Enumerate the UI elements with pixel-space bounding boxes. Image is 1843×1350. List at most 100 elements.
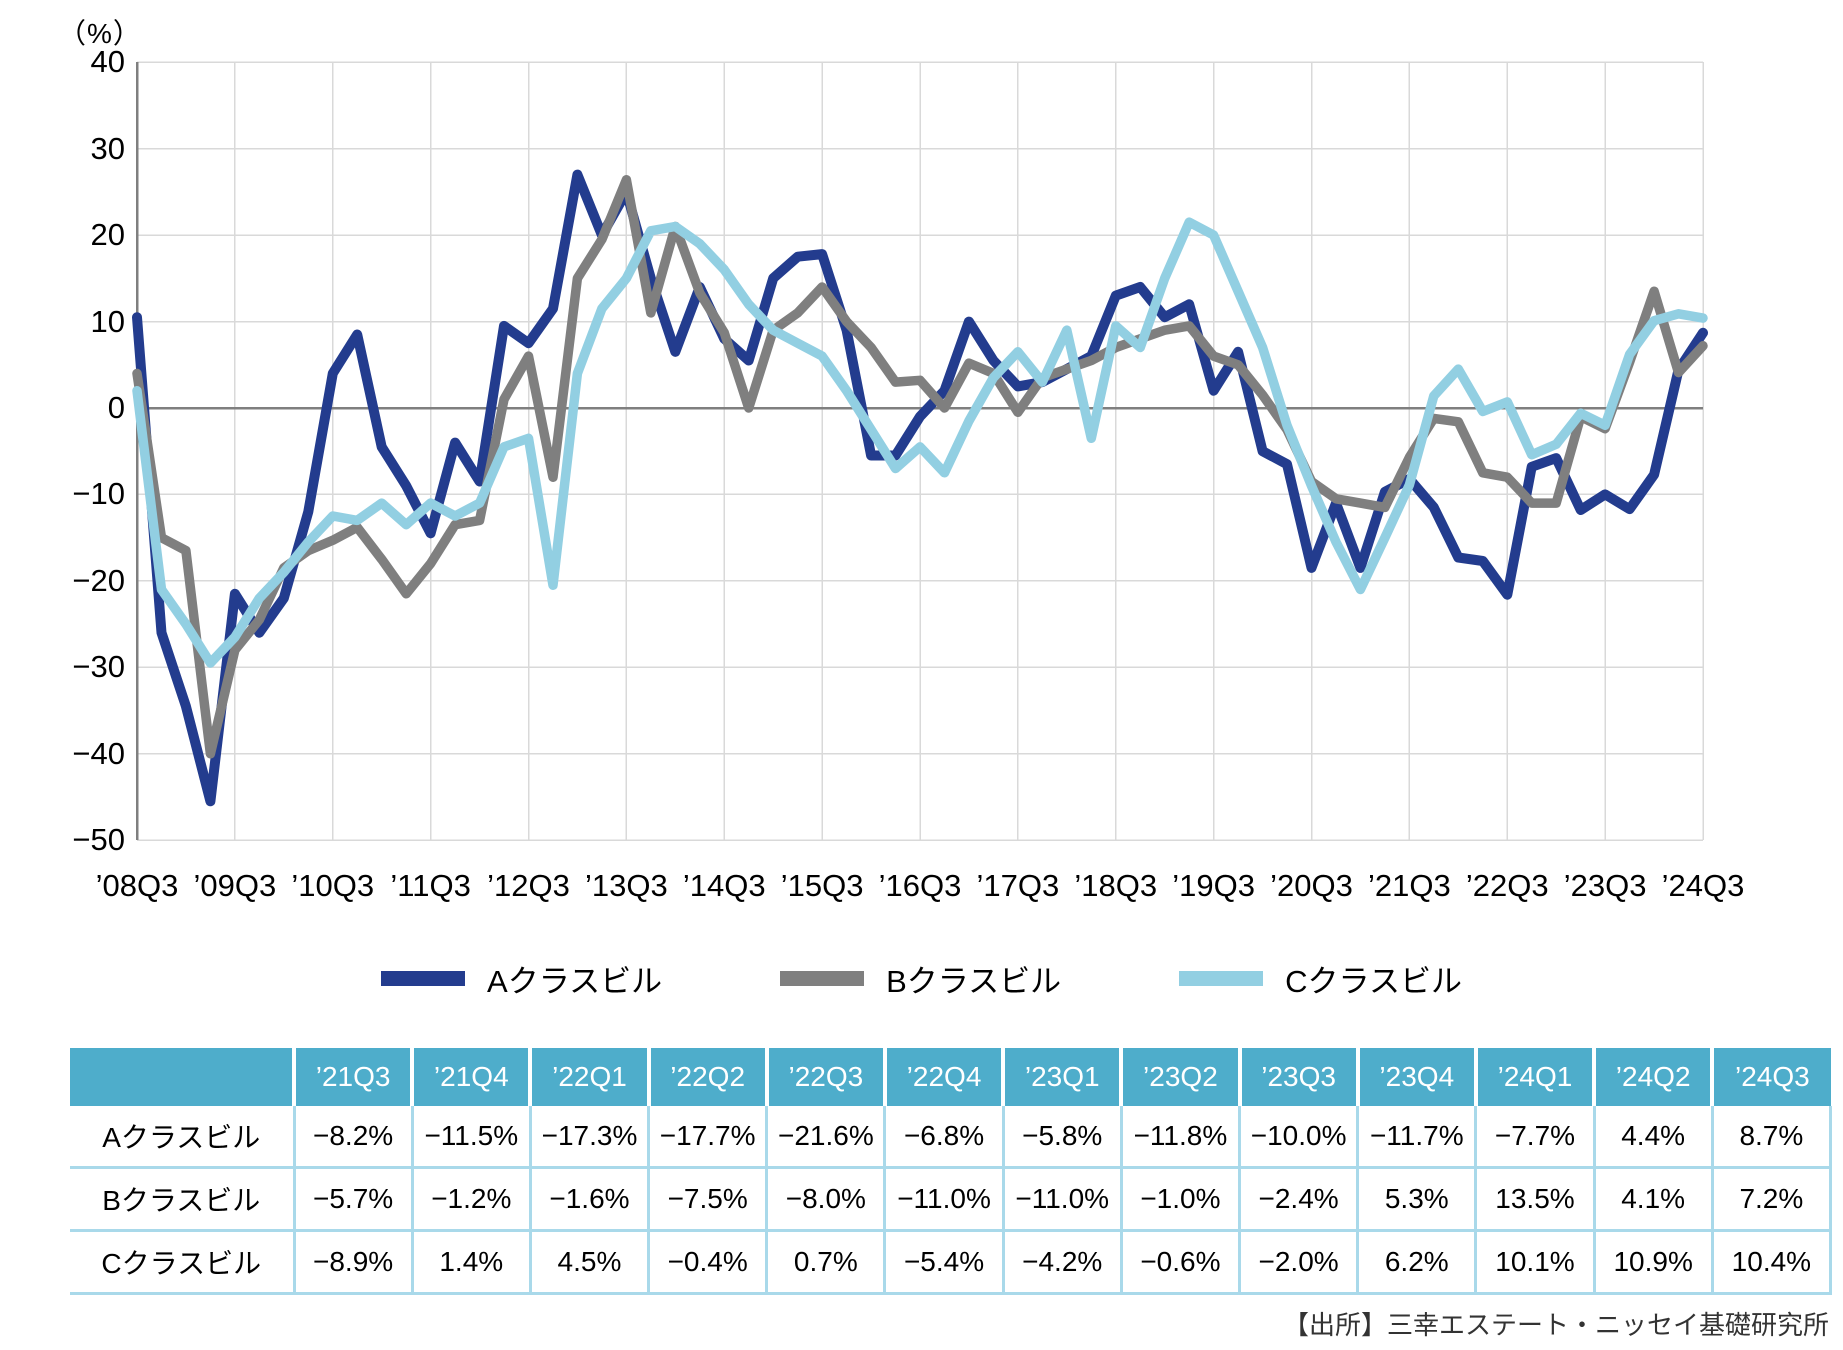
x-axis-tick-label: ’23Q3 [1563,868,1647,903]
y-axis-tick-label: 30 [90,130,125,166]
legend-swatch [381,971,466,986]
value-cell: −7.7% [1474,1106,1595,1168]
y-axis-tick-label: −20 [72,562,125,598]
table-header-cell: ’21Q3 [294,1048,415,1106]
y-axis-tick-label: 40 [90,44,125,80]
legend-item-b-class: Bクラスビル [780,956,1061,1001]
value-cell: −11.0% [883,1166,1004,1231]
x-axis-tick-label: ’22Q3 [1465,868,1549,903]
value-cell: −11.8% [1119,1106,1240,1168]
x-axis-tick-label: ’09Q3 [193,868,277,903]
chart-legend: Aクラスビル Bクラスビル Cクラスビル [0,956,1843,1001]
x-axis-tick-label: ’24Q3 [1661,868,1745,903]
value-cell: 1.4% [410,1229,531,1295]
x-axis-tick-label: ’13Q3 [585,868,668,903]
value-cell: 4.1% [1592,1166,1713,1231]
x-axis-tick-label: ’10Q3 [291,868,375,903]
y-axis-tick-label: 20 [90,217,125,253]
series-line-a-class [132,169,1708,807]
y-axis-tick-label: 10 [90,303,125,339]
row-label: Bクラスビル [70,1166,294,1231]
value-cell: 7.2% [1710,1166,1833,1231]
value-cell: 10.1% [1474,1229,1595,1295]
line-chart-canvas [132,61,1708,841]
x-axis-tick-label: ’14Q3 [682,868,766,903]
legend-label: Aクラスビル [487,964,663,999]
x-axis-tick-label: ’21Q3 [1368,868,1451,903]
value-cell: −4.2% [1001,1229,1122,1295]
table-header-cell: ’22Q4 [884,1048,1006,1106]
table-header-cell: ’23Q4 [1357,1048,1478,1106]
legend-label: Bクラスビル [886,964,1062,999]
legend-item-c-class: Cクラスビル [1179,956,1462,1001]
table-header-cell: ’24Q1 [1475,1048,1597,1106]
value-cell: −17.3% [528,1106,649,1168]
value-cell: 10.9% [1592,1229,1713,1295]
table-header-cell: ’23Q2 [1121,1048,1242,1106]
table-header-cell: ’22Q3 [766,1048,887,1106]
value-cell: 5.3% [1356,1166,1476,1231]
value-cell: −7.5% [647,1166,767,1231]
value-cell: −8.0% [765,1166,885,1231]
value-cell: −8.2% [292,1106,413,1168]
value-cell: −5.8% [1001,1106,1122,1168]
legend-swatch [780,971,865,986]
table-header-cell: ’24Q3 [1712,1048,1831,1106]
x-axis-tick-label: ’20Q3 [1270,868,1353,903]
x-axis-tick-label: ’17Q3 [976,868,1060,903]
y-axis-tick-label: −10 [72,476,125,512]
value-cell: 4.4% [1592,1106,1713,1168]
x-axis-tick-label: ’18Q3 [1074,868,1158,903]
row-label: Cクラスビル [70,1229,294,1295]
table-row: Bクラスビル −5.7% −1.2% −1.6% −7.5% −8.0% −11.0% −11… [70,1166,1833,1231]
row-label: Aクラスビル [70,1106,294,1168]
value-cell: −10.0% [1237,1106,1358,1168]
value-cell: 6.2% [1356,1229,1476,1295]
value-cell: 10.4% [1710,1229,1833,1295]
value-cell: −1.0% [1119,1166,1240,1231]
legend-label: Cクラスビル [1285,964,1462,999]
table-corner-cell [70,1048,296,1106]
value-cell: −11.0% [1001,1166,1122,1231]
x-axis-tick-label: ’19Q3 [1172,868,1255,903]
value-cell: −2.4% [1237,1166,1358,1231]
x-axis-tick-label: ’08Q3 [95,868,179,903]
x-axis-tick-label: ’11Q3 [390,868,471,903]
series-line-b-class [132,175,1708,759]
table-header-cell: ’22Q1 [530,1048,651,1106]
table-row: Cクラスビル −8.9% 1.4% 4.5% −0.4% 0.7% −5.4% −4.2% −0… [70,1229,1833,1295]
table-header-cell: ’21Q4 [412,1048,533,1106]
table-header-cell: ’24Q2 [1594,1048,1715,1106]
value-cell: −6.8% [883,1106,1004,1168]
series-line-c-class [132,217,1708,668]
value-cell: 0.7% [765,1229,885,1295]
y-axis-tick-label: 0 [107,390,125,425]
legend-item-a-class: Aクラスビル [381,956,662,1001]
x-axis-tick-label: ’12Q3 [487,868,570,903]
y-axis-tick-label: −30 [72,649,125,685]
value-cell: −0.4% [647,1229,767,1295]
value-cell: −0.6% [1119,1229,1240,1295]
quarterly-values-table: ’21Q3’21Q4’22Q1’22Q2’22Q3’22Q4’23Q1’23Q2… [70,1048,1833,1295]
table-header-cell: ’23Q1 [1003,1048,1124,1106]
value-cell: 13.5% [1474,1166,1595,1231]
legend-swatch [1179,971,1264,986]
x-axis-tick-label: ’15Q3 [780,868,864,903]
value-cell: −21.6% [765,1106,885,1168]
value-cell: −2.0% [1237,1229,1358,1295]
value-cell: −5.7% [292,1166,413,1231]
value-cell: 8.7% [1710,1106,1833,1168]
value-cell: −11.7% [1356,1106,1476,1168]
x-axis-tick-label: ’16Q3 [878,868,962,903]
y-axis-unit-label: （%） [58,18,142,49]
table-row: Aクラスビル −8.2% −11.5% −17.3% −17.7% −21.6% −6.8%… [70,1106,1833,1168]
table-header-cell: ’23Q3 [1239,1048,1360,1106]
table-header: ’21Q3’21Q4’22Q1’22Q2’22Q3’22Q4’23Q1’23Q2… [70,1048,1831,1106]
value-cell: −8.9% [292,1229,413,1295]
table-header-cell: ’22Q2 [648,1048,769,1106]
source-note: 【出所】三幸エステート・ニッセイ基礎研究所 [1282,1310,1829,1340]
value-cell: −1.2% [410,1166,531,1231]
value-cell: 4.5% [528,1229,649,1295]
value-cell: −5.4% [883,1229,1004,1295]
